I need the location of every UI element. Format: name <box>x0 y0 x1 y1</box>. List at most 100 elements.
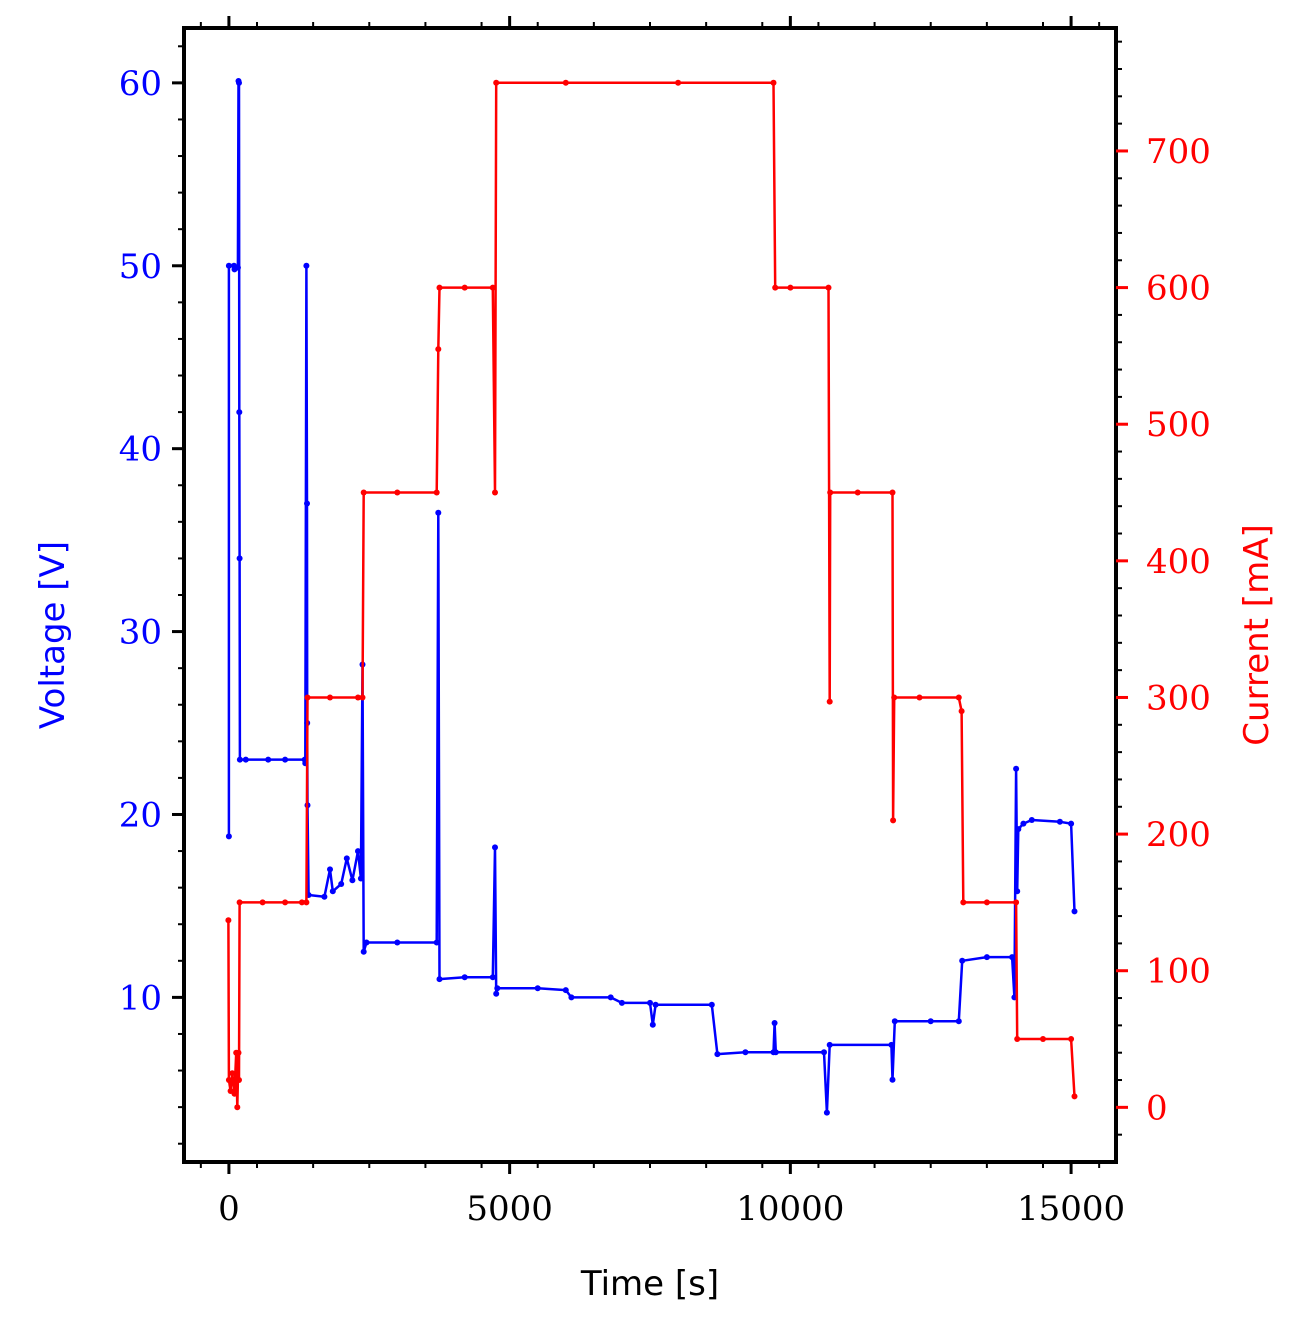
data-point <box>823 1109 830 1116</box>
data-point <box>236 1077 242 1083</box>
data-point <box>265 756 272 763</box>
data-point <box>826 1041 833 1048</box>
y-axis-right-label: Current [mA] <box>1237 524 1277 745</box>
data-point <box>229 1070 236 1077</box>
data-point <box>329 888 336 895</box>
data-point <box>708 1001 715 1008</box>
data-point <box>355 848 361 855</box>
data-point <box>225 1077 232 1083</box>
data-point <box>493 79 500 86</box>
data-point <box>242 756 249 763</box>
data-point <box>231 1090 238 1097</box>
x-tick-label: 15000 <box>1017 1189 1125 1229</box>
data-point <box>787 284 794 291</box>
plot-frame <box>182 26 1118 1164</box>
data-point <box>327 694 333 701</box>
data-point <box>493 990 500 997</box>
data-point <box>1014 888 1021 895</box>
data-point <box>772 1049 779 1056</box>
y-right-tick-label: 0 <box>1146 1088 1168 1128</box>
data-point <box>436 284 443 291</box>
data-point <box>890 817 897 824</box>
y-left-tick-label: 60 <box>119 64 162 104</box>
data-point <box>327 866 333 873</box>
data-point <box>394 939 401 946</box>
data-point <box>826 698 833 705</box>
data-point <box>652 1001 659 1008</box>
data-point <box>675 79 682 86</box>
data-point <box>714 1051 721 1058</box>
data-point <box>298 899 305 906</box>
x-tick-label: 0 <box>218 1189 240 1229</box>
data-point <box>1013 765 1020 772</box>
data-point <box>955 694 962 701</box>
y-right-tick-label: 200 <box>1146 815 1211 855</box>
data-point <box>955 1018 962 1025</box>
data-point <box>435 509 442 516</box>
data-point <box>889 1076 896 1083</box>
data-point <box>562 987 569 994</box>
data-point <box>742 1049 749 1056</box>
data-point <box>825 284 832 291</box>
data-point <box>983 899 990 906</box>
data-point <box>983 954 990 961</box>
data-point <box>225 917 232 924</box>
y-left-tick-label: 30 <box>119 613 162 653</box>
data-point <box>1071 1093 1078 1100</box>
y-axis-left-label: Voltage [V] <box>33 541 73 729</box>
data-point <box>363 939 370 946</box>
y-left-tick-label: 40 <box>119 430 162 470</box>
data-point <box>359 694 366 701</box>
series-current <box>225 79 1078 1111</box>
data-point <box>282 899 289 906</box>
data-point <box>1028 817 1035 823</box>
data-point <box>494 985 501 992</box>
data-point <box>304 500 310 507</box>
data-point <box>607 994 614 1001</box>
data-point <box>649 1021 656 1028</box>
data-point <box>357 875 364 882</box>
data-point <box>771 1020 778 1026</box>
data-point <box>568 994 575 1001</box>
data-point <box>770 79 777 86</box>
data-point <box>891 694 898 701</box>
data-point <box>236 409 243 416</box>
data-point <box>1013 899 1020 906</box>
data-point <box>225 262 232 269</box>
data-point <box>1056 818 1063 825</box>
data-point <box>236 899 243 906</box>
data-point <box>562 79 569 86</box>
data-point <box>259 899 266 906</box>
data-point <box>394 489 401 496</box>
data-point <box>435 346 442 353</box>
data-point <box>360 489 367 496</box>
data-point <box>489 974 496 981</box>
data-point <box>236 555 243 562</box>
y-right-tick-label: 400 <box>1146 542 1211 582</box>
data-point <box>1020 820 1027 827</box>
data-point <box>321 893 328 900</box>
data-point <box>891 1018 898 1025</box>
data-point <box>236 756 243 763</box>
data-point <box>1015 826 1022 833</box>
data-point <box>343 855 350 862</box>
data-point <box>916 694 923 701</box>
data-point <box>618 999 625 1006</box>
y-left-tick-label: 10 <box>119 978 162 1018</box>
data-point <box>234 264 241 271</box>
data-point <box>1014 1036 1021 1042</box>
data-point <box>960 899 967 906</box>
data-point <box>647 999 653 1006</box>
data-point <box>433 489 440 496</box>
data-point <box>772 284 779 291</box>
data-point <box>433 939 440 946</box>
data-point <box>461 974 468 981</box>
series-voltage <box>225 78 1078 1116</box>
data-point <box>338 881 345 887</box>
x-axis-label: Time [s] <box>580 1264 719 1304</box>
data-point <box>360 948 367 955</box>
data-point <box>236 79 242 86</box>
data-point <box>235 1049 242 1056</box>
